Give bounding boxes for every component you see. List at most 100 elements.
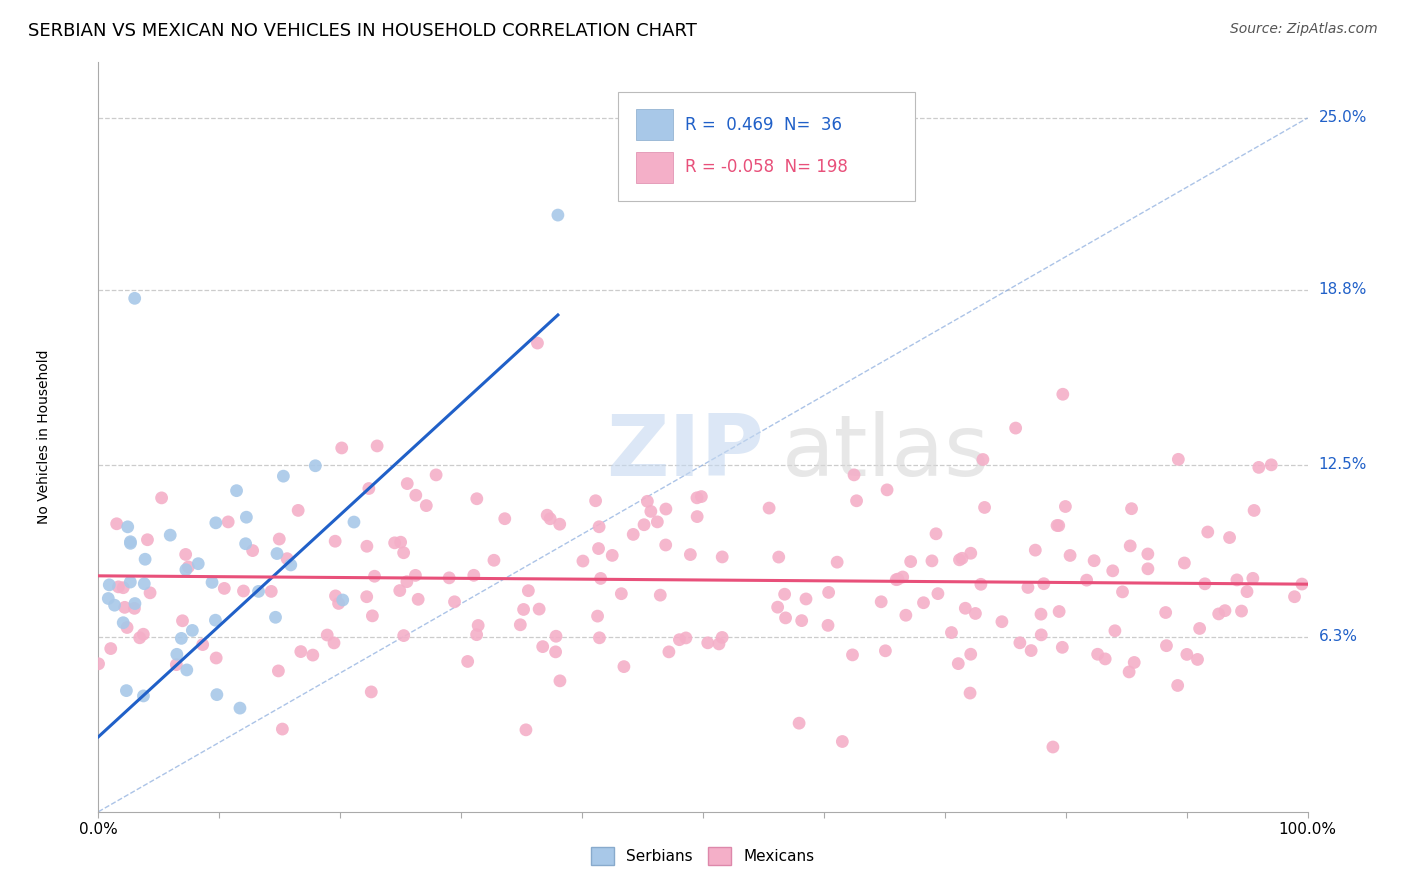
Point [136, 533, 159, 547]
Point [711, 631, 734, 645]
Point [538, 512, 561, 526]
Point [1236, 584, 1258, 599]
Point [1047, 605, 1070, 619]
Point [301, 648, 323, 662]
Point [232, 584, 254, 599]
Point [610, 587, 633, 601]
Point [842, 467, 865, 482]
Point [1046, 518, 1069, 533]
Point [775, 611, 797, 625]
Point [1121, 501, 1143, 516]
Point [517, 583, 540, 598]
Point [134, 552, 156, 566]
Point [948, 657, 970, 671]
Point [536, 508, 558, 523]
Legend: Serbians, Mexicans: Serbians, Mexicans [585, 840, 821, 871]
Point [323, 636, 346, 650]
Point [363, 569, 385, 583]
Point [548, 517, 571, 532]
Point [235, 537, 257, 551]
Point [356, 539, 378, 553]
Point [323, 534, 346, 549]
Point [395, 574, 418, 589]
Point [768, 550, 790, 565]
Point [972, 452, 994, 467]
Point [548, 673, 571, 688]
Point [884, 573, 907, 587]
Point [443, 595, 465, 609]
Point [870, 595, 893, 609]
Point [280, 558, 302, 572]
Point [103, 598, 125, 612]
Point [425, 467, 447, 482]
Point [415, 499, 437, 513]
Point [165, 657, 187, 672]
Point [1197, 524, 1219, 539]
Point [1260, 458, 1282, 472]
Point [120, 575, 142, 590]
Point [124, 601, 146, 615]
Point [343, 515, 366, 529]
Point [235, 510, 257, 524]
Point [640, 504, 662, 518]
Point [509, 617, 531, 632]
Point [124, 597, 146, 611]
Text: 18.8%: 18.8% [1319, 283, 1367, 298]
Point [1284, 590, 1306, 604]
Point [132, 627, 155, 641]
Text: SERBIAN VS MEXICAN NO VEHICLES IN HOUSEHOLD CORRELATION CHART: SERBIAN VS MEXICAN NO VEHICLES IN HOUSEH… [28, 22, 697, 40]
Point [696, 636, 718, 650]
Point [98, 578, 121, 592]
Point [959, 546, 981, 560]
Point [787, 716, 810, 731]
Point [332, 593, 354, 607]
Point [357, 482, 380, 496]
Point [1187, 652, 1209, 666]
Point [388, 583, 411, 598]
Point [191, 638, 214, 652]
Text: 6.3%: 6.3% [1319, 630, 1358, 644]
Point [1119, 539, 1142, 553]
Point [1243, 503, 1265, 517]
Point [260, 584, 283, 599]
Point [105, 516, 128, 531]
Point [204, 613, 226, 627]
Point [959, 686, 981, 700]
Point [1031, 628, 1053, 642]
Point [894, 608, 917, 623]
Point [1194, 577, 1216, 591]
Point [647, 515, 669, 529]
Point [276, 551, 298, 566]
Point [1241, 571, 1264, 585]
Point [817, 618, 839, 632]
Point [1230, 604, 1253, 618]
Point [120, 536, 142, 550]
Point [266, 547, 288, 561]
Point [467, 618, 489, 632]
Point [589, 571, 612, 585]
Point [204, 516, 226, 530]
Point [120, 534, 142, 549]
Point [1024, 543, 1046, 558]
Point [621, 527, 644, 541]
Point [392, 546, 415, 560]
Point [1219, 531, 1241, 545]
Point [876, 483, 898, 497]
Point [686, 491, 709, 505]
Point [588, 631, 610, 645]
Point [465, 627, 488, 641]
Point [655, 502, 678, 516]
Text: atlas: atlas [782, 410, 990, 493]
Point [269, 532, 291, 546]
Point [1042, 739, 1064, 754]
Point [668, 632, 690, 647]
Point [588, 541, 610, 556]
Point [586, 609, 609, 624]
Point [654, 538, 676, 552]
Point [290, 644, 312, 658]
Point [773, 587, 796, 601]
Point [1017, 581, 1039, 595]
Point [512, 602, 534, 616]
Point [117, 520, 139, 534]
Point [544, 629, 567, 643]
